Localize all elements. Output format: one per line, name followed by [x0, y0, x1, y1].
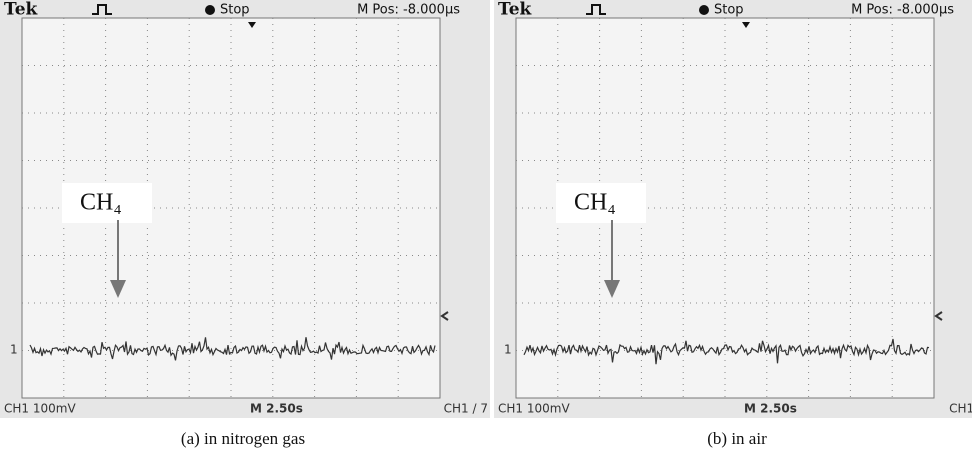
position: M Pos: -8.000µs: [357, 3, 460, 18]
trigger-setting: CH1 / 7: [444, 402, 488, 416]
channel-scale: CH1 100mV: [4, 402, 76, 416]
caption: (b) in air: [707, 429, 767, 448]
trigger-setting: CH1 /: [949, 402, 972, 416]
channel-marker: 1: [10, 343, 18, 357]
channel-marker: 1: [504, 343, 512, 357]
stop-dot: [699, 5, 709, 15]
species-label: CH₄: [80, 190, 122, 216]
timebase: M 2.50s: [250, 402, 303, 416]
brand: Tek: [4, 0, 39, 20]
status: Stop: [714, 3, 744, 18]
channel-scale: CH1 100mV: [498, 402, 570, 416]
caption: (a) in nitrogen gas: [181, 429, 305, 448]
species-label: CH₄: [574, 190, 616, 216]
stop-dot: [205, 5, 215, 15]
timebase: M 2.50s: [744, 402, 797, 416]
position: M Pos: -8.000µs: [851, 3, 954, 18]
figure: Tek Stop M Pos: -8.000µs 1 CH₄ CH1 100mV M 2.5…: [0, 0, 972, 462]
status: Stop: [220, 3, 250, 18]
brand: Tek: [498, 0, 533, 20]
